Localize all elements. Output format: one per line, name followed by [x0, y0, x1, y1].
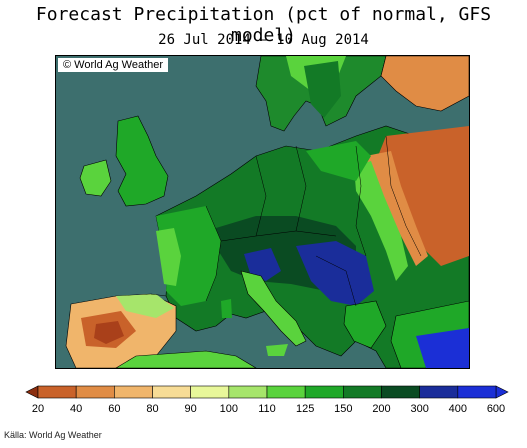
map-title: Forecast Precipitation (pct of normal, G… [35, 4, 492, 46]
legend-swatch [37, 385, 77, 399]
map-credit: © World Ag Weather [58, 58, 169, 72]
legend-label: 40 [70, 403, 82, 415]
legend-label: 600 [487, 403, 505, 415]
land-turkey-wet [416, 328, 469, 368]
land-sicily [266, 344, 288, 356]
land-baltic [306, 141, 371, 181]
land-italy [240, 270, 307, 347]
land-east-fringe [354, 161, 408, 281]
legend-label: 80 [146, 403, 158, 415]
legend-label: 110 [258, 403, 276, 415]
land-sardinia [221, 299, 232, 318]
land-iberia-core [94, 321, 124, 344]
map-canvas [56, 56, 469, 368]
legend-label: 200 [372, 403, 390, 415]
legend-swatch [457, 385, 497, 399]
map-date-range: 26 Jul 2014 — 10 Aug 2014 [158, 32, 369, 48]
legend-label: 20 [32, 403, 44, 415]
legend-arrow-high [495, 385, 509, 399]
legend-swatch [152, 385, 191, 399]
legend-bar: 20 40 60 80 90 100 110 125 150 200 300 400 600 [25, 385, 509, 415]
land-france-west [156, 228, 181, 286]
country-borders [150, 135, 422, 307]
land-finland [380, 56, 469, 112]
land-great-britain [115, 115, 169, 207]
legend-label: 150 [334, 403, 352, 415]
legend-swatch [343, 385, 382, 399]
color-legend: 20 40 60 80 90 100 110 125 150 200 300 400 600 [24, 384, 510, 418]
legend-swatch [75, 385, 115, 399]
land-east-transition [366, 151, 428, 266]
legend-label: 90 [185, 403, 197, 415]
land-greece [343, 300, 387, 349]
legend-label: 60 [108, 403, 120, 415]
legend-swatch [114, 385, 153, 399]
land-sweden-wet [304, 61, 341, 118]
legend-swatch [190, 385, 230, 399]
legend-swatch [228, 385, 268, 399]
land-balkan-very-wet [296, 241, 374, 306]
precipitation-map: © World Ag Weather [55, 55, 470, 369]
legend-label: 100 [220, 403, 238, 415]
legend-arrow-low [25, 385, 39, 399]
land-ireland [79, 159, 112, 197]
legend-swatch [419, 385, 459, 399]
land-north-africa [115, 350, 257, 368]
land-italy-wet [244, 248, 281, 281]
legend-label: 125 [296, 403, 314, 415]
legend-label: 400 [449, 403, 467, 415]
legend-swatch [304, 385, 344, 399]
legend-swatch [381, 385, 420, 399]
land-east-dry [376, 126, 469, 266]
land-iberia-north [116, 294, 174, 318]
legend-swatch [266, 385, 306, 399]
legend-label: 300 [410, 403, 428, 415]
source-credit: Källa: World Ag Weather [4, 430, 102, 440]
